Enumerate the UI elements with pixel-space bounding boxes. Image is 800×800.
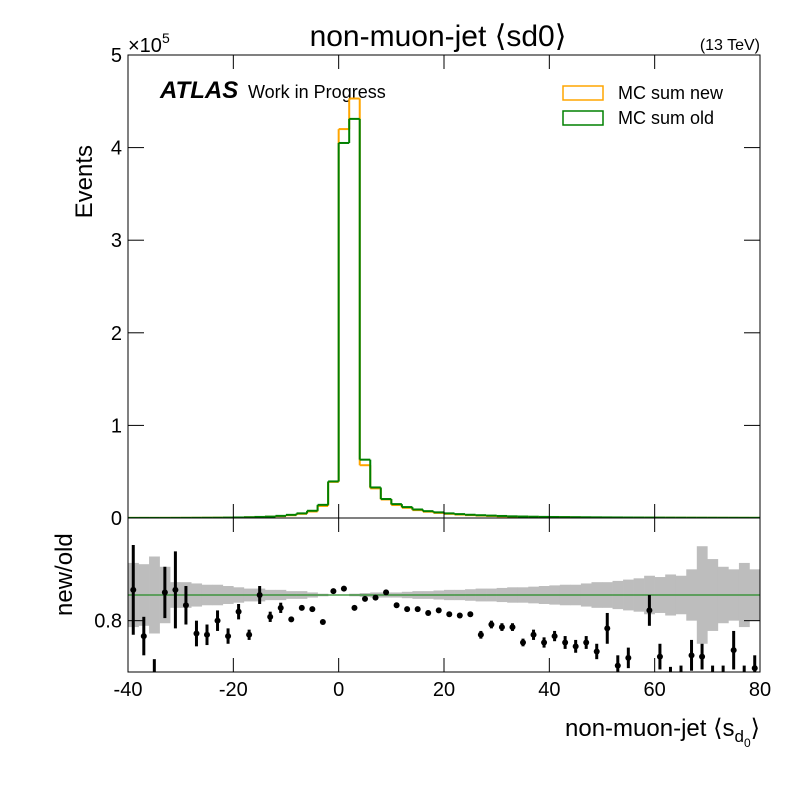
y-tick-label: 3 [111, 230, 122, 252]
status-label: Work in Progress [248, 82, 386, 102]
ratio-point [688, 652, 695, 659]
ratio-point [340, 585, 347, 592]
ratio-point [151, 675, 157, 681]
ratio-point [182, 602, 189, 609]
x-label-subsub: 0 [744, 736, 751, 750]
ratio-point [309, 606, 316, 613]
ratio-point [435, 607, 442, 614]
ratio-point [161, 589, 168, 596]
ratio-point [288, 616, 295, 623]
experiment-label: ATLAS [159, 77, 238, 104]
y-tick-label: 5 [111, 45, 122, 67]
ratio-point [319, 618, 326, 625]
ratio-point [593, 648, 600, 655]
y-tick-label: 4 [111, 138, 122, 160]
ratio-point [667, 679, 673, 685]
ratio-point [267, 613, 274, 620]
ratio-point [498, 624, 505, 631]
legend-swatch [562, 85, 604, 101]
y-tick-label: 0 [111, 508, 122, 530]
ratio-point [636, 682, 642, 688]
ratio-point [351, 604, 358, 611]
axes: MC sum new MC sum old 0 1 2 3 4 5 0.8 -40 -20 0 20 40… [94, 45, 771, 701]
y-axis-label: Events [71, 145, 98, 218]
ratio-point [562, 639, 569, 646]
ratio-point [699, 653, 706, 660]
ratio-point [225, 633, 232, 640]
ratio-point [256, 592, 263, 598]
legend-label: MC sum old [618, 108, 714, 128]
y-scale: ×105 [128, 30, 170, 57]
ratio-point [720, 682, 726, 688]
x-axis-label: non-muon-jet ⟨sd0⟩ [565, 715, 760, 750]
ratio-point [130, 586, 137, 593]
ratio-point [625, 654, 632, 661]
ratio-point [467, 611, 474, 618]
x-tick-label: 60 [644, 679, 666, 701]
ratio-point [572, 643, 579, 650]
ratio-point [362, 595, 368, 602]
ratio-plot [128, 544, 760, 688]
y-scale-base: ×10 [128, 35, 162, 57]
ratio-point [488, 621, 495, 628]
ratio-point [404, 606, 411, 613]
ratio-point [425, 609, 432, 616]
ratio-point [656, 653, 663, 660]
ratio-point [520, 639, 526, 646]
ratio-point [541, 639, 548, 646]
ratio-point [214, 617, 221, 624]
ratio-point [235, 608, 242, 615]
ratio-point [710, 682, 716, 688]
ratio-point [383, 589, 390, 596]
ratio-point [509, 624, 516, 631]
ratio-point [678, 682, 684, 688]
ratio-point [456, 612, 463, 619]
ratio-point [741, 682, 747, 688]
x-tick-label: 0 [333, 679, 344, 701]
ratio-point [646, 607, 653, 614]
ratio-point [204, 631, 210, 638]
ratio-point [140, 633, 147, 640]
ratio-point [330, 588, 337, 595]
x-label-sub: d [734, 727, 743, 746]
y-tick-label: 0.8 [94, 611, 122, 633]
main-plot [128, 97, 760, 518]
ratio-point [614, 662, 621, 669]
x-tick-label: -20 [219, 679, 248, 701]
ratio-point [246, 631, 253, 638]
ratio-point [530, 631, 537, 638]
x-label-main: non-muon-jet ⟨s [565, 715, 734, 742]
y-scale-exponent: 5 [162, 30, 170, 46]
ratio-point [446, 611, 453, 618]
ratio-point [372, 594, 379, 601]
ratio-point [583, 639, 590, 646]
x-tick-label: 20 [433, 679, 455, 701]
ratio-point [751, 665, 758, 672]
x-label-end: ⟩ [751, 715, 760, 742]
ratio-point [193, 630, 200, 637]
ratio-point [551, 633, 558, 640]
y-tick-label: 1 [111, 415, 122, 437]
y-tick-label: 2 [111, 323, 122, 345]
chart-title: non-muon-jet ⟨sd0⟩ [310, 20, 567, 53]
legend-label: MC sum new [618, 83, 724, 103]
x-tick-label: 80 [749, 679, 771, 701]
x-tick-label: -40 [114, 679, 143, 701]
ratio-point [172, 586, 179, 593]
energy-label: (13 TeV) [700, 37, 760, 54]
ratio-point [298, 604, 305, 611]
legend-swatch [562, 110, 604, 126]
ratio-point [393, 602, 400, 609]
ratio-point [477, 631, 484, 638]
x-tick-label: 40 [538, 679, 560, 701]
ratio-point [730, 647, 737, 654]
ratio-point [414, 606, 421, 613]
ratio-y-axis-label: new/old [51, 533, 78, 616]
ratio-point [604, 625, 611, 632]
ratio-point [277, 604, 284, 611]
